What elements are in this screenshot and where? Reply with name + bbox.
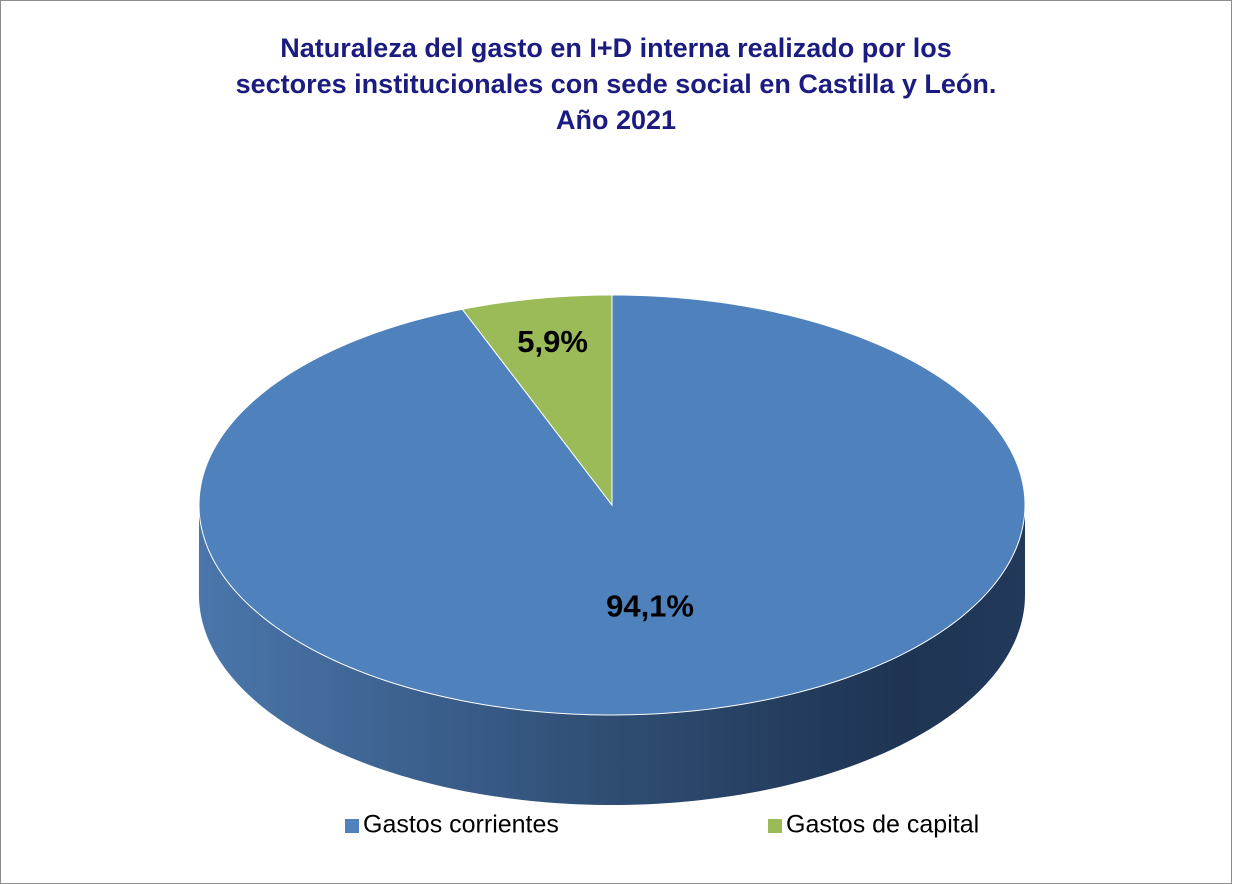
- legend-swatch: [768, 819, 782, 833]
- data-label: 5,9%: [517, 324, 588, 359]
- chart-title: Naturaleza del gasto en I+D interna real…: [280, 33, 951, 63]
- chart-title: sectores institucionales con sede social…: [236, 69, 997, 99]
- legend-swatch: [345, 819, 359, 833]
- data-label: 94,1%: [606, 588, 694, 623]
- legend-label: Gastos de capital: [786, 811, 979, 839]
- legend-label: Gastos corrientes: [363, 811, 559, 839]
- slice: [461, 294, 613, 507]
- chart-title: Año 2021: [556, 105, 676, 135]
- slice-side: [199, 505, 1025, 805]
